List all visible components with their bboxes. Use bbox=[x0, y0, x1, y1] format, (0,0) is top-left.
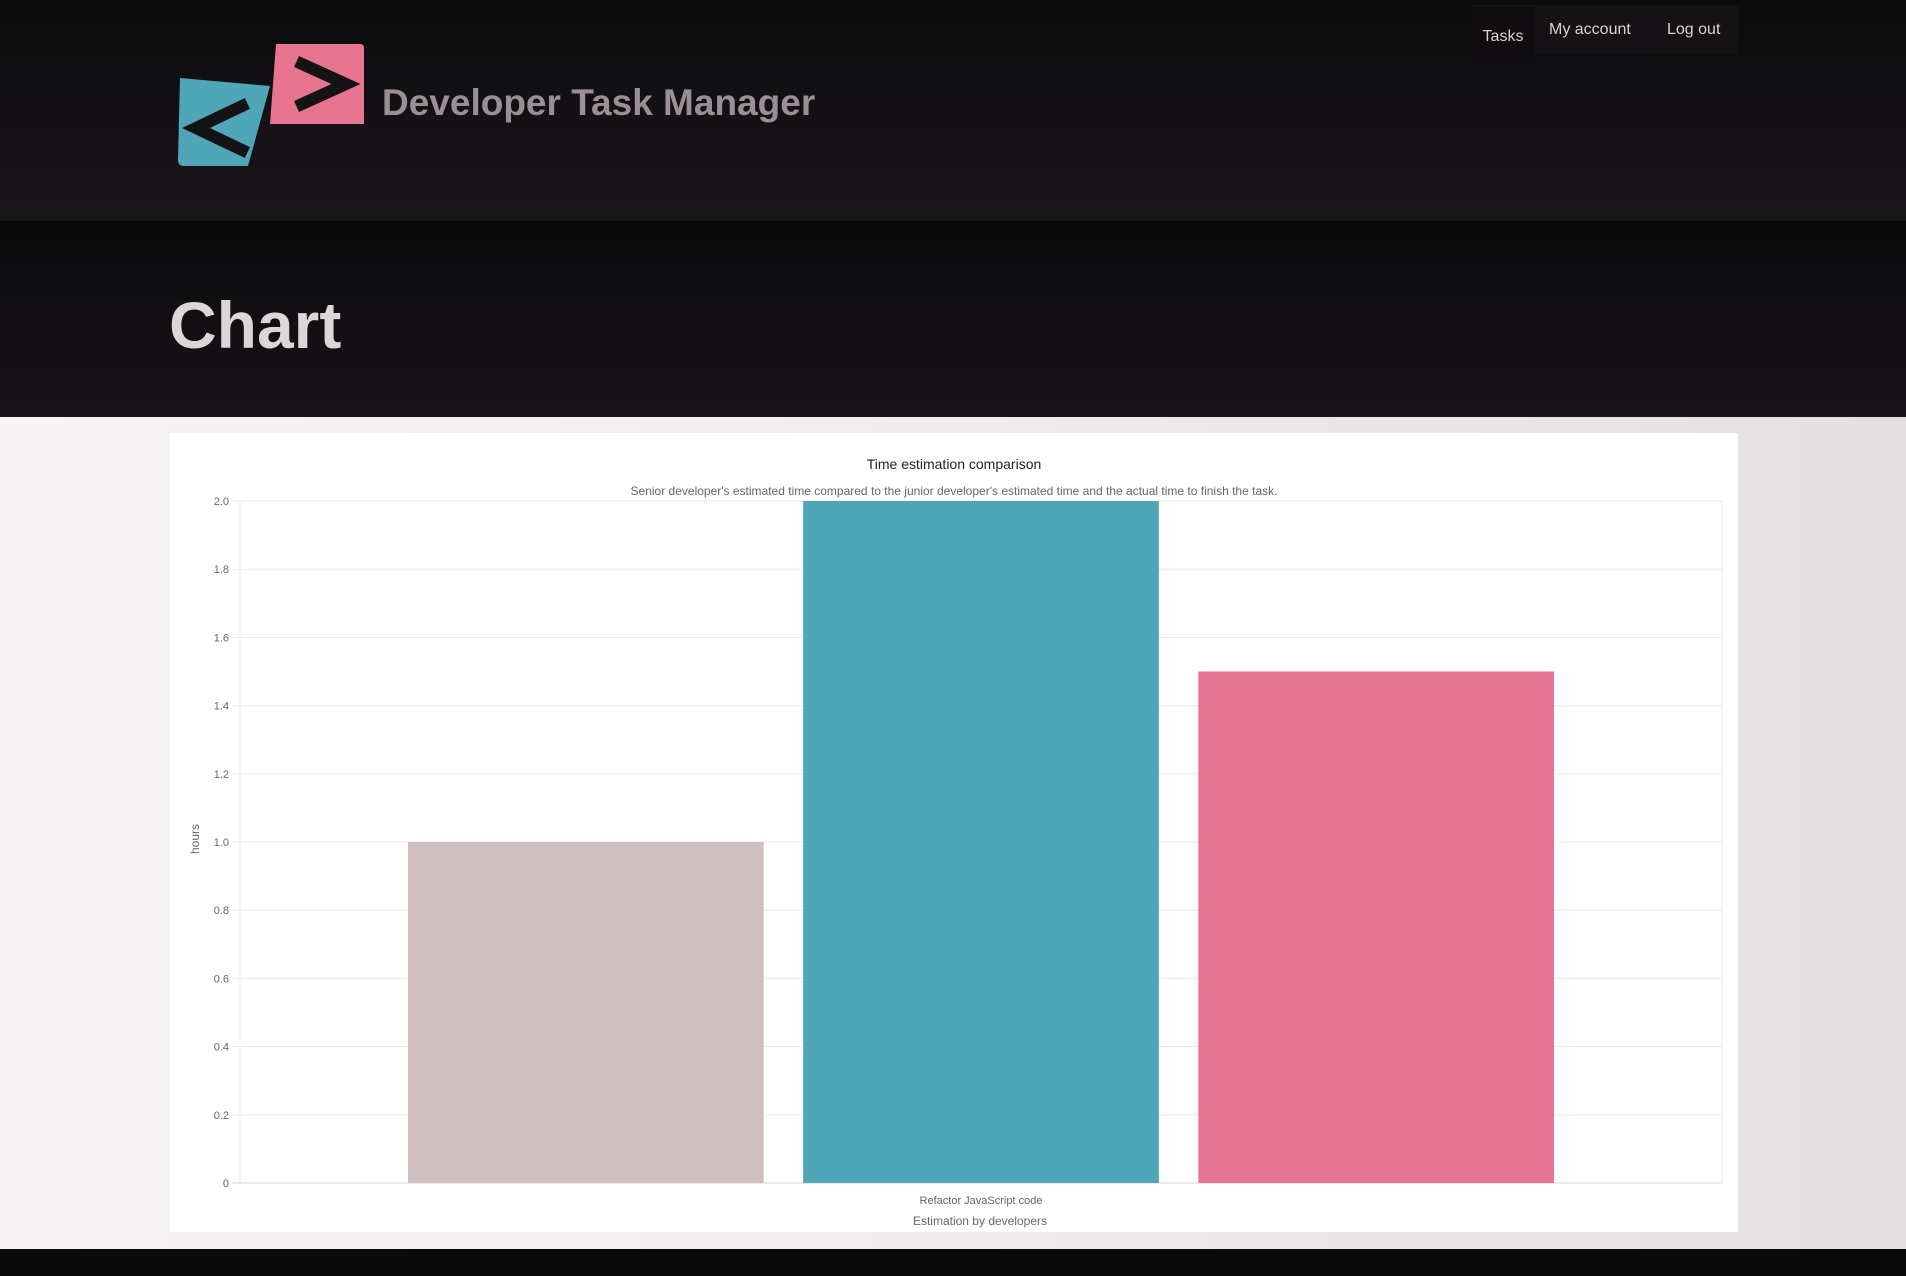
y-tick-label: 1.8 bbox=[214, 564, 229, 576]
y-tick-label: 1.0 bbox=[214, 837, 229, 849]
nav-my-account-link[interactable]: My account bbox=[1549, 21, 1631, 38]
logo-right-block bbox=[270, 44, 364, 124]
page-title: Chart bbox=[169, 288, 342, 362]
chart-subtitle: Senior developer's estimated time compar… bbox=[631, 484, 1278, 498]
chart-card: Time estimation comparison Senior develo… bbox=[170, 433, 1738, 1232]
y-axis-label: hours bbox=[188, 824, 202, 854]
chart-bar[interactable] bbox=[407, 842, 764, 1183]
chart-bars bbox=[407, 501, 1555, 1184]
y-tick-label: 0.2 bbox=[214, 1110, 229, 1122]
y-tick-label: 0 bbox=[223, 1178, 229, 1190]
page-title-band: Chart bbox=[0, 221, 1906, 417]
brand-name[interactable]: Developer Task Manager bbox=[382, 82, 816, 123]
y-tick-label: 1.6 bbox=[214, 632, 229, 644]
top-nav: Tasks My account Log out bbox=[1472, 5, 1738, 64]
x-axis-ticks: Refactor JavaScript code bbox=[920, 1195, 1043, 1207]
y-tick-label: 1.2 bbox=[214, 769, 229, 781]
site-footer bbox=[0, 1249, 1906, 1276]
y-tick-label: 0.6 bbox=[214, 973, 229, 985]
bar-chart: Time estimation comparison Senior develo… bbox=[188, 456, 1723, 1228]
nav-tasks-link[interactable]: Tasks bbox=[1472, 7, 1534, 64]
y-tick-label: 1.4 bbox=[214, 701, 229, 713]
logo-left-block bbox=[178, 78, 270, 166]
y-tick-label: 2.0 bbox=[214, 496, 229, 508]
x-axis-label: Estimation by developers bbox=[913, 1214, 1047, 1228]
main-content: Time estimation comparison Senior develo… bbox=[0, 417, 1906, 1249]
logo-less-than-glyph bbox=[182, 97, 251, 159]
y-tick-label: 0.4 bbox=[214, 1042, 229, 1054]
y-tick-label: 0.8 bbox=[214, 905, 229, 917]
site-header: Developer Task Manager Tasks My account … bbox=[0, 0, 1906, 221]
y-axis-ticks: 0 0.2 0.4 0.6 0.8 1.0 1.2 1.4 1.6 1.8 2.0 bbox=[214, 496, 229, 1190]
chart-bar[interactable] bbox=[803, 501, 1159, 1183]
x-tick-label: Refactor JavaScript code bbox=[920, 1195, 1043, 1207]
nav-log-out-link[interactable]: Log out bbox=[1667, 21, 1721, 38]
chart-bar[interactable] bbox=[1198, 671, 1555, 1184]
logo-code-brackets-icon[interactable] bbox=[176, 42, 364, 168]
chart-title: Time estimation comparison bbox=[867, 456, 1042, 472]
logo-greater-than-glyph bbox=[294, 56, 361, 112]
